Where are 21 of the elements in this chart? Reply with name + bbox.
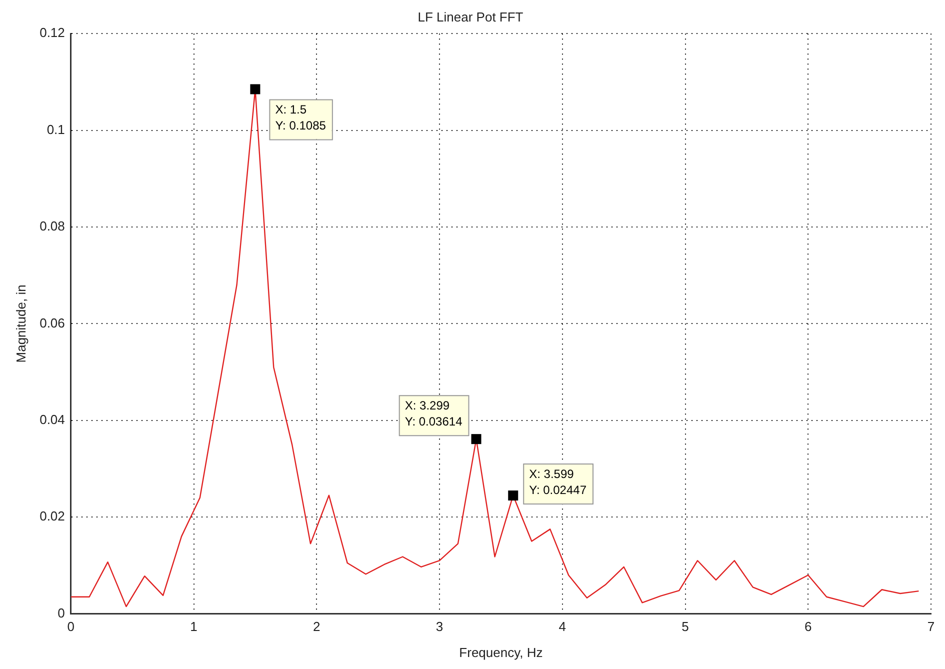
y-tick-label: 0 xyxy=(58,605,65,620)
y-tick-label: 0.08 xyxy=(40,218,65,234)
annotation: X: 3.599 Y: 0.02447 xyxy=(529,466,587,497)
chart-title: LF Linear Pot FFT xyxy=(418,9,524,24)
annotation: X: 1.5 Y: 0.1085 xyxy=(275,102,326,133)
x-tick-label: 1 xyxy=(190,619,198,634)
x-tick-label: 3 xyxy=(436,619,444,634)
y-tick-label: 0.12 xyxy=(40,25,65,40)
x-tick-label: 7 xyxy=(927,619,935,634)
annotation: X: 3.299 Y: 0.03614 xyxy=(404,398,463,428)
y-tick-label: 0.1 xyxy=(46,122,65,137)
y-axis-title: Magnitude, in xyxy=(13,284,28,363)
y-tick-label: 0.04 xyxy=(40,412,65,427)
y-tick-label: 0.02 xyxy=(40,508,65,524)
x-tick-label: 4 xyxy=(558,619,566,634)
x-tick-label: 5 xyxy=(682,619,689,634)
x-tick-label: 6 xyxy=(804,619,812,634)
x-tick-label: 0 xyxy=(67,619,75,634)
x-tick-label: 2 xyxy=(313,619,320,634)
x-axis-title: Frequency, Hz xyxy=(459,644,543,660)
y-tick-label: 0.06 xyxy=(40,315,65,330)
